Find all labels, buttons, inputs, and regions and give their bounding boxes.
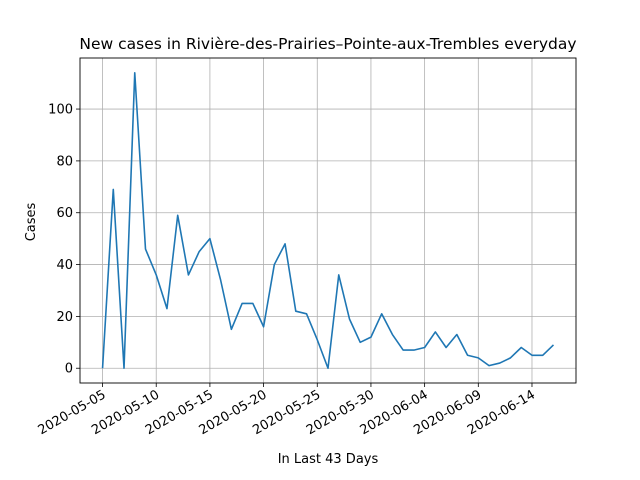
series-line bbox=[101, 71, 555, 370]
y-tick-label: 60 bbox=[56, 206, 73, 221]
y-axis-ticks: 0 20 40 60 80 100 bbox=[48, 103, 80, 377]
y-tick-label: 0 bbox=[65, 362, 73, 377]
x-axis-label: In Last 43 Days bbox=[278, 452, 379, 467]
y-tick-label: 80 bbox=[56, 154, 73, 169]
plot-frame bbox=[79, 57, 577, 384]
grid-lines bbox=[80, 58, 576, 383]
cases-line bbox=[101, 71, 555, 370]
x-axis-ticks: 2020-05-052020-05-102020-05-152020-05-20… bbox=[36, 383, 538, 438]
y-tick-label: 100 bbox=[48, 103, 73, 118]
y-tick-label: 40 bbox=[56, 258, 73, 273]
y-axis-label: Cases bbox=[24, 202, 39, 241]
y-tick-label: 20 bbox=[56, 310, 73, 325]
chart-title: New cases in Rivière-des-Prairies–Pointe… bbox=[79, 35, 576, 53]
